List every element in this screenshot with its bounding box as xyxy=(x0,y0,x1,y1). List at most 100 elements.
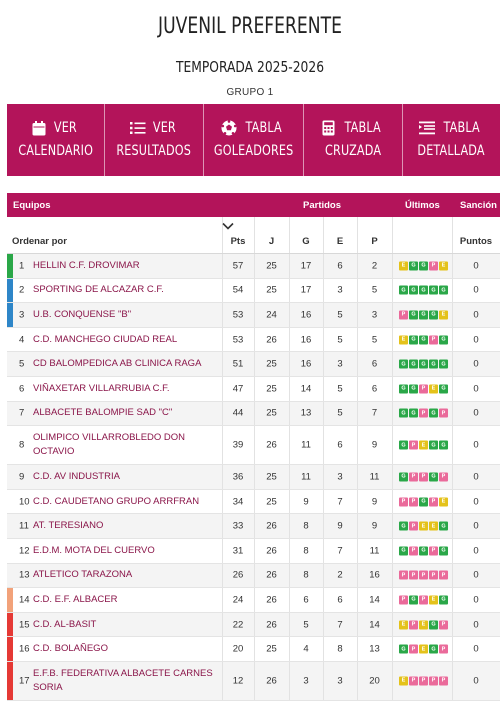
table-row: 17 E.F.B. FEDERATIVA ALBACETE CARNES SORI… xyxy=(7,661,500,701)
form-badge: G xyxy=(429,408,438,418)
team-name-link[interactable]: C.D. MANCHEGO CIUDAD REAL xyxy=(33,333,178,345)
zone-indicator xyxy=(7,278,13,303)
stat-g: 6 xyxy=(303,594,309,606)
nav-detailed-table-button[interactable]: TABLA DETALLADA xyxy=(403,104,500,176)
sort-p[interactable]: P xyxy=(371,236,378,247)
team-name-link[interactable]: C.D. AL-BASIT xyxy=(33,618,97,630)
form-badge: G xyxy=(439,546,448,556)
stat-pts: 20 xyxy=(232,643,244,655)
stat-pts: 22 xyxy=(232,619,244,631)
header-last: Últimos xyxy=(405,200,440,211)
stat-j: 25 xyxy=(266,260,277,272)
form-badge: E xyxy=(429,384,438,394)
team-name-link[interactable]: ALBACETE BALOMPIE SAD "C" xyxy=(33,407,173,419)
stat-e: 6 xyxy=(337,594,343,606)
stat-p: 20 xyxy=(369,675,380,687)
stat-e: 6 xyxy=(337,260,343,272)
form-badge: G xyxy=(409,285,418,295)
header-matches: Partidos xyxy=(303,200,342,211)
stat-g: 5 xyxy=(303,619,309,631)
form-badge: P xyxy=(399,595,408,605)
sort-pts[interactable]: Pts xyxy=(230,236,246,247)
team-name-link[interactable]: CD BALOMPEDICA AB CLINICA RAGA xyxy=(33,358,202,370)
table-row: 14 C.D. E.F. ALBACER 24 26 6 6 14 0 P G P E G xyxy=(7,588,500,613)
form-badge: P xyxy=(419,384,428,394)
stat-sanction: 0 xyxy=(473,358,479,370)
form-badge: G xyxy=(399,408,408,418)
form-badge: P xyxy=(429,335,438,345)
stat-p: 7 xyxy=(371,407,378,419)
stat-e: 8 xyxy=(337,643,343,655)
zone-indicator xyxy=(7,612,13,637)
stat-p: 5 xyxy=(371,284,378,296)
team-name-link[interactable]: AT. TERESIANO xyxy=(33,520,104,532)
position: 5 xyxy=(19,358,25,370)
nav-cross-table-button[interactable]: TABLA CRUZADA xyxy=(304,104,403,176)
form-badge: P xyxy=(409,497,418,507)
team-name-link[interactable]: U.B. CONQUENSE "B" xyxy=(33,308,132,320)
form-badge: P xyxy=(409,676,418,686)
position: 9 xyxy=(19,471,25,483)
stat-sanction: 0 xyxy=(473,383,479,395)
stat-g: 8 xyxy=(303,545,309,557)
form-badge: P xyxy=(409,546,418,556)
team-name-link[interactable]: OLIMPICO VILLARROBLEDO DON OCTAVIO xyxy=(33,432,186,458)
form-badge: P xyxy=(439,620,448,630)
zone-indicator xyxy=(7,588,13,612)
stat-g: 17 xyxy=(300,260,312,272)
stat-j: 24 xyxy=(266,309,277,321)
stat-g: 13 xyxy=(300,407,312,419)
stat-g: 17 xyxy=(300,284,312,296)
stat-p: 3 xyxy=(371,309,378,321)
team-name-link[interactable]: ATLETICO TARAZONA xyxy=(33,569,133,581)
stat-g: 16 xyxy=(300,334,312,346)
sort-j[interactable]: J xyxy=(268,236,275,247)
stat-j: 26 xyxy=(266,619,277,631)
zone-indicator xyxy=(7,254,13,278)
team-name-link[interactable]: HELLIN C.F. DROVIMAR xyxy=(33,259,140,271)
nav-calendar-line1: VER xyxy=(54,120,78,136)
form-badge: P xyxy=(429,497,438,507)
nav-cross-table-line1: TABLA xyxy=(344,120,382,136)
stat-g: 8 xyxy=(303,569,309,581)
form-badge: G xyxy=(399,546,408,556)
sort-points[interactable]: Puntos xyxy=(459,236,493,247)
form-badge: G xyxy=(419,310,428,320)
team-name-link[interactable]: C.D. BOLAÑEGO xyxy=(33,643,108,655)
form-badge: G xyxy=(399,644,408,654)
chevron-down-icon[interactable] xyxy=(222,222,234,230)
form-badge: G xyxy=(399,472,408,482)
team-name-link[interactable]: C.D. AV INDUSTRIA xyxy=(33,470,120,482)
nav-calendar-button[interactable]: VER CALENDARIO xyxy=(7,104,106,176)
position: 12 xyxy=(19,545,30,557)
standings-table: Equipos Partidos Últimos Sanción Ordenar… xyxy=(7,193,500,701)
team-name-link[interactable]: VIÑAXETAR VILLARRUBIA C.F. xyxy=(33,382,170,394)
form-badge: G xyxy=(399,285,408,295)
stat-pts: 53 xyxy=(232,334,244,346)
team-name-link[interactable]: SPORTING DE ALCAZAR C.F. xyxy=(33,284,164,296)
stat-j: 26 xyxy=(266,520,277,532)
form-badge: P xyxy=(419,595,428,605)
team-name-link[interactable]: C.D. CAUDETANO GRUPO ARRFRAN xyxy=(33,495,200,507)
team-name-link[interactable]: E.D.M. MOTA DEL CUERVO xyxy=(33,544,155,556)
stat-j: 26 xyxy=(266,334,277,346)
team-name-link[interactable]: E.F.B. FEDERATIVA ALBACETE CARNES SORIA xyxy=(33,667,213,693)
form-badge: G xyxy=(409,408,418,418)
nav-results-button[interactable]: VER RESULTADOS xyxy=(105,104,204,176)
header-sanction: Sanción xyxy=(460,200,497,211)
stat-e: 9 xyxy=(337,520,343,532)
nav-scorers-button[interactable]: TABLA GOLEADORES xyxy=(204,104,305,176)
stat-j: 25 xyxy=(266,383,277,395)
form-badge: G xyxy=(429,472,438,482)
position: 4 xyxy=(19,334,25,346)
sort-e[interactable]: E xyxy=(336,236,344,247)
stat-sanction: 0 xyxy=(473,619,479,631)
position: 14 xyxy=(19,594,30,606)
sort-g[interactable]: G xyxy=(302,236,310,247)
form-badge: G xyxy=(399,521,408,531)
stat-pts: 57 xyxy=(232,260,244,272)
team-name-link[interactable]: C.D. E.F. ALBACER xyxy=(33,593,118,605)
